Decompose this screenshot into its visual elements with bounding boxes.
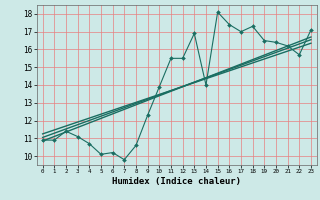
X-axis label: Humidex (Indice chaleur): Humidex (Indice chaleur) <box>112 177 241 186</box>
